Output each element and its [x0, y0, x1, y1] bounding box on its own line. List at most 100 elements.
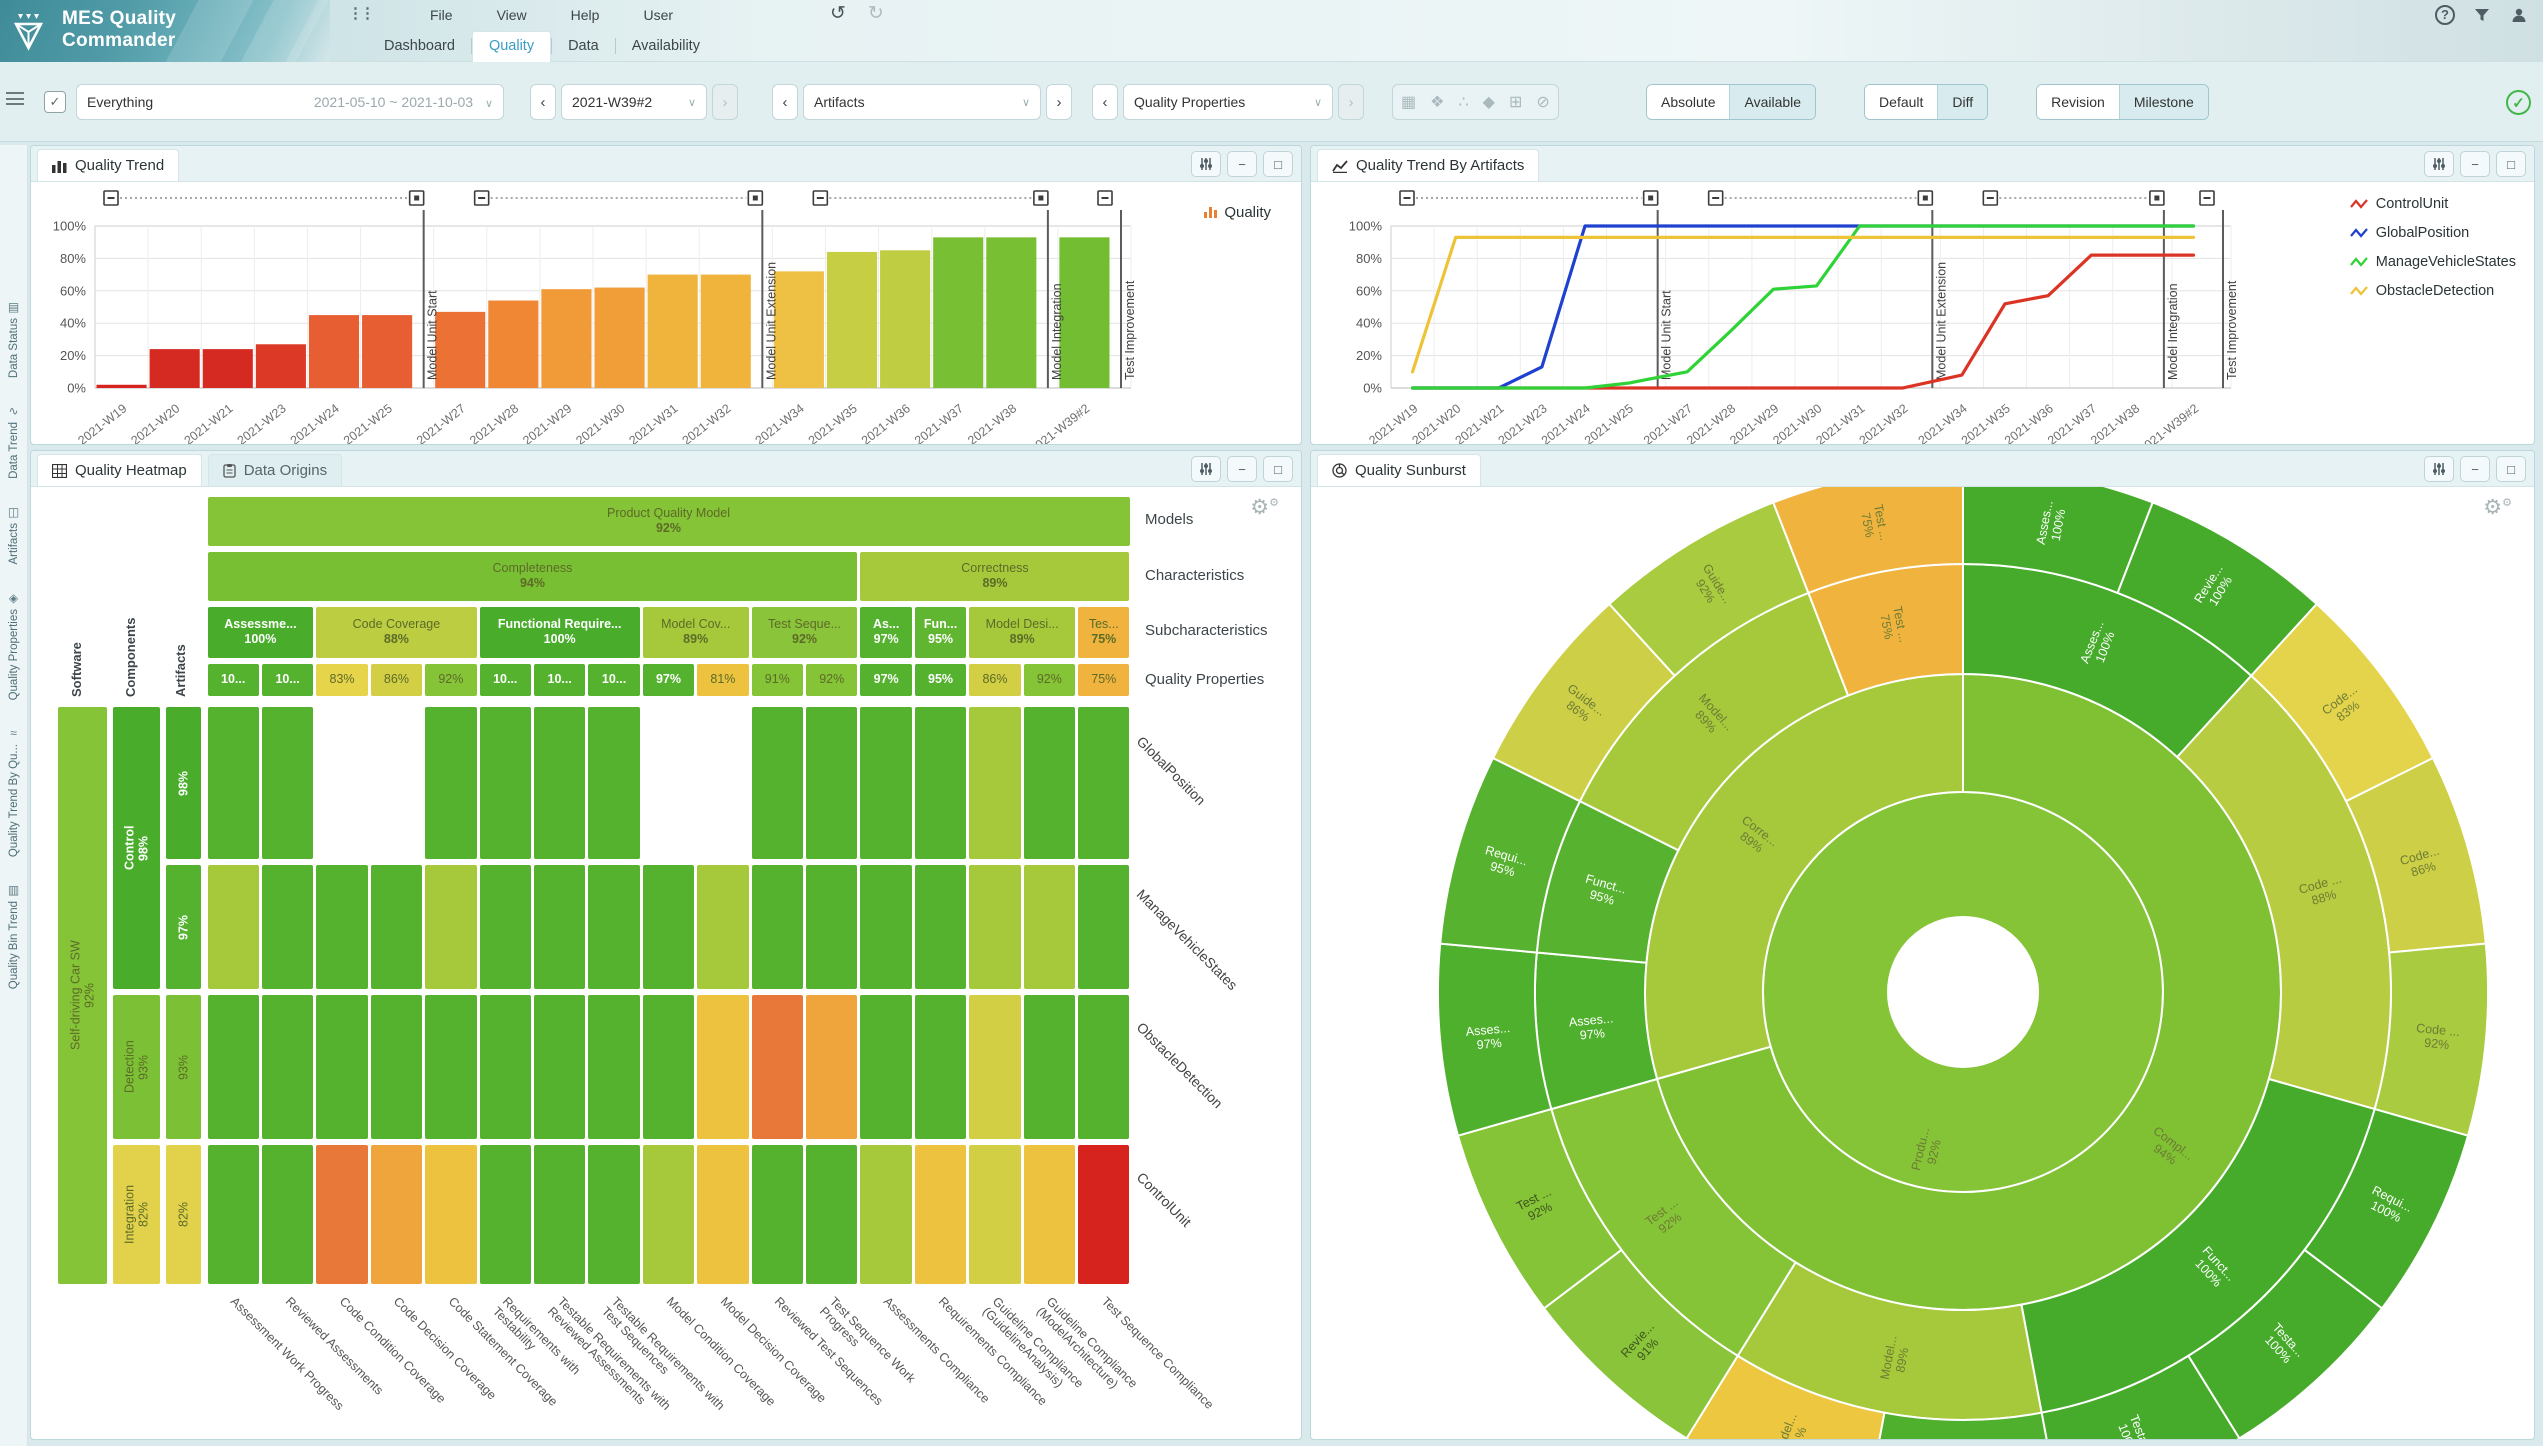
heatmap-cell-GlobalPosition-4[interactable]: [425, 706, 477, 859]
heatmap-cell-GlobalPosition-12[interactable]: [860, 706, 912, 859]
heatmap-cell-ControlUnit-13[interactable]: [914, 1144, 967, 1284]
heatmap-cell-ControlUnit-1[interactable]: [261, 1144, 314, 1284]
sunburst-property[interactable]: [1772, 487, 1964, 595]
heatmap-cell-GlobalPosition-5[interactable]: [479, 706, 531, 859]
heatmap-cell-ObstacleDetection-14[interactable]: [969, 994, 1021, 1139]
legend-entry-ManageVehicleStates[interactable]: ManageVehicleStates: [2349, 254, 2516, 270]
heatmap-cell-GlobalPosition-1[interactable]: [261, 706, 314, 859]
heatmap-cell-ManageVehicleStates-4[interactable]: [425, 864, 477, 989]
maximize-button[interactable]: □: [1263, 151, 1293, 177]
heatmap-subcharacteristic[interactable]: Functional Require... 100%: [479, 606, 640, 658]
bar-2021-W27[interactable]: [435, 311, 486, 388]
heatmap-component-Integration[interactable]: Integration 82%: [112, 1144, 160, 1284]
heatmap-cell-ManageVehicleStates-9[interactable]: [697, 864, 749, 989]
heatmap-component-Control[interactable]: Control 98%: [112, 706, 160, 989]
heatmap-cell-ManageVehicleStates-2[interactable]: [316, 864, 368, 989]
heatmap-cell-ControlUnit-10[interactable]: [751, 1144, 804, 1284]
heatmap-property-value[interactable]: 10...: [207, 663, 259, 696]
collapse-button[interactable]: −: [2460, 456, 2490, 482]
heatmap-property-value[interactable]: 92%: [1023, 663, 1076, 696]
toggle-available[interactable]: Available: [1729, 85, 1816, 119]
property-next-button[interactable]: ›: [1338, 84, 1364, 120]
chart-settings-button[interactable]: [1191, 456, 1221, 482]
heatmap-cell-ObstacleDetection-0[interactable]: [207, 994, 259, 1139]
heatmap-cell-ControlUnit-12[interactable]: [860, 1144, 912, 1284]
heatmap-cell-ObstacleDetection-5[interactable]: [479, 994, 531, 1139]
sidebar-item-quality-bin-trend[interactable]: ▥ Quality Bin Trend: [8, 883, 20, 989]
heatmap-cell-ManageVehicleStates-16[interactable]: [1078, 864, 1130, 989]
menu-user[interactable]: User: [643, 7, 674, 23]
heatmap-component-Detection[interactable]: Detection 93%: [112, 994, 160, 1139]
heatmap-cell-ControlUnit-7[interactable]: [588, 1144, 640, 1284]
block-icon[interactable]: ⊘: [1536, 94, 1550, 111]
bar-2021-W32[interactable]: [700, 274, 751, 388]
toggle-milestone[interactable]: Milestone: [2118, 85, 2208, 119]
maximize-button[interactable]: □: [1263, 456, 1293, 482]
heatmap-cell-ControlUnit-6[interactable]: [533, 1144, 586, 1284]
tab-quality[interactable]: Quality: [471, 30, 552, 62]
line-series-ManageVehicleStates[interactable]: [1410, 224, 2196, 390]
heatmap-property-value[interactable]: 97%: [642, 663, 695, 696]
heatmap-cell-ManageVehicleStates-6[interactable]: [533, 864, 586, 989]
redo-icon[interactable]: ↻: [867, 3, 884, 24]
sidebar-toggle-icon[interactable]: [6, 92, 24, 105]
heatmap-cell-ObstacleDetection-11[interactable]: [806, 994, 858, 1139]
menu-help[interactable]: Help: [570, 7, 600, 23]
heatmap-cell-GlobalPosition-14[interactable]: [969, 706, 1021, 859]
bar-2021-W29[interactable]: [541, 289, 592, 388]
collapse-button[interactable]: −: [2460, 151, 2490, 177]
heatmap-cell-GlobalPosition-13[interactable]: [914, 706, 967, 859]
user-icon[interactable]: [2508, 4, 2529, 25]
heatmap-cell-ObstacleDetection-12[interactable]: [860, 994, 912, 1139]
bar-2021-W39#2[interactable]: [1059, 237, 1110, 388]
heatmap-cell-ObstacleDetection-13[interactable]: [914, 994, 967, 1139]
bar-2021-W20[interactable]: [149, 349, 200, 388]
quality-sunburst-content[interactable]: ⚙⚙ Compl...94% Corre...89% Asses...100% Cod…: [1311, 487, 2534, 1439]
heatmap-cell-ManageVehicleStates-11[interactable]: [806, 864, 858, 989]
heatmap-cell-ManageVehicleStates-8[interactable]: [642, 864, 695, 989]
week-prev-button[interactable]: ‹: [530, 84, 556, 120]
bar-2021-W25[interactable]: [362, 315, 413, 388]
toggle-diff[interactable]: Diff: [1937, 85, 1988, 119]
bar-2021-W34[interactable]: [773, 271, 824, 388]
tab-quality-trend-by-artifacts[interactable]: Quality Trend By Artifacts: [1317, 149, 1540, 181]
collapse-button[interactable]: −: [1227, 456, 1257, 482]
toggle-revision[interactable]: Revision: [2037, 85, 2119, 119]
tab-data-origins[interactable]: Data Origins: [207, 454, 343, 486]
heatmap-property-value[interactable]: 86%: [370, 663, 423, 696]
line-series-ObstacleDetection[interactable]: [1410, 235, 2196, 374]
bar-2021-W28[interactable]: [488, 300, 539, 388]
artifact-prev-button[interactable]: ‹: [772, 84, 798, 120]
tab-availability[interactable]: Availability: [631, 38, 700, 54]
chart-settings-button[interactable]: [1191, 151, 1221, 177]
heatmap-cell-ControlUnit-5[interactable]: [479, 1144, 531, 1284]
heatmap-subcharacteristic[interactable]: As... 97%: [860, 606, 912, 658]
legend-entry-GlobalPosition[interactable]: GlobalPosition: [2349, 225, 2516, 241]
bar-2021-W19[interactable]: [96, 384, 147, 388]
quality-trend-chart[interactable]: 100% 80% 60% 40% 20% 0% Model Unit Start Model …: [31, 182, 1301, 444]
heatmap-cell-ObstacleDetection-10[interactable]: [751, 994, 804, 1139]
grid-icon[interactable]: ⊞: [1508, 94, 1523, 111]
property-select[interactable]: Quality Properties ∨: [1123, 84, 1333, 120]
undo-icon[interactable]: ↺: [830, 3, 846, 24]
menu-file[interactable]: File: [430, 7, 453, 23]
heatmap-cell-GlobalPosition-0[interactable]: [207, 706, 259, 859]
maximize-button[interactable]: □: [2496, 456, 2526, 482]
heatmap-cell-GlobalPosition-15[interactable]: [1023, 706, 1076, 859]
heatmap-cell-ManageVehicleStates-15[interactable]: [1023, 864, 1076, 989]
heatmap-cell-ObstacleDetection-3[interactable]: [370, 994, 423, 1139]
filter-icon[interactable]: [2471, 4, 2492, 25]
tab-quality-heatmap[interactable]: Quality Heatmap: [37, 454, 202, 486]
heatmap-subcharacteristic[interactable]: Model Desi... 89%: [969, 606, 1076, 658]
heatmap-cell-GlobalPosition-11[interactable]: [806, 706, 858, 859]
heatmap-cell-ObstacleDetection-16[interactable]: [1078, 994, 1130, 1139]
bar-2021-W30[interactable]: [594, 287, 645, 388]
line-series-GlobalPosition[interactable]: [1410, 224, 2196, 390]
heatmap-property-value[interactable]: 95%: [914, 663, 967, 696]
heatmap-cell-ObstacleDetection-1[interactable]: [261, 994, 314, 1139]
legend-entry-ControlUnit[interactable]: ControlUnit: [2349, 196, 2516, 212]
legend-entry-ObstacleDetection[interactable]: ObstacleDetection: [2349, 283, 2516, 299]
heatmap-artifact-value[interactable]: 97%: [165, 864, 201, 989]
heatmap-cell-ManageVehicleStates-0[interactable]: [207, 864, 259, 989]
heatmap-subcharacteristic[interactable]: Model Cov... 89%: [642, 606, 749, 658]
